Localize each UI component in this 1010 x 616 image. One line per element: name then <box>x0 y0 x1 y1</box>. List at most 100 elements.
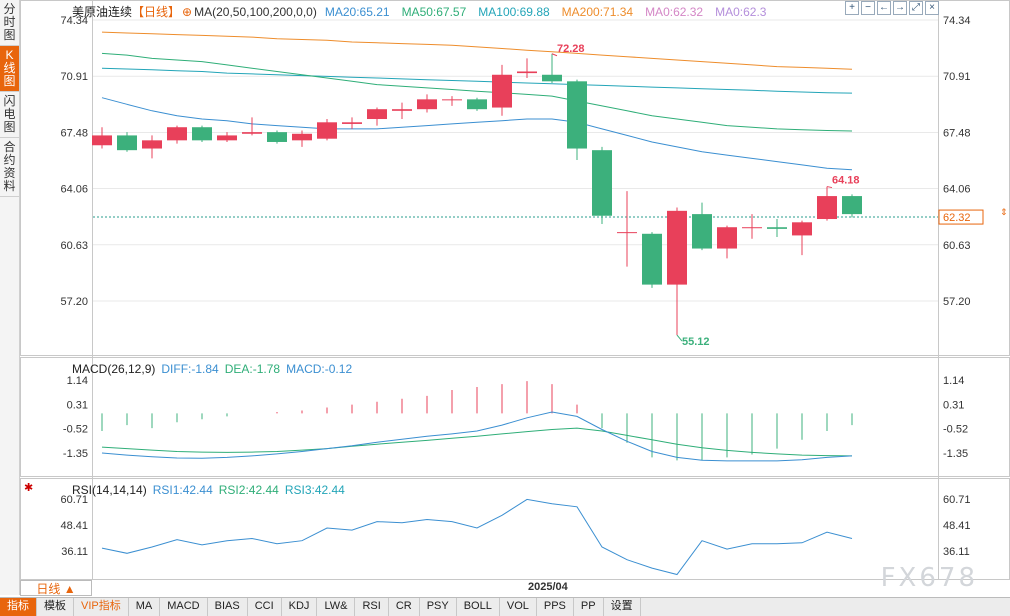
current-price-label: 62.32 <box>943 212 971 224</box>
candle-body <box>667 210 687 285</box>
macd-tick-right: -0.52 <box>943 424 968 436</box>
macd-tick-left: -0.52 <box>63 424 88 436</box>
period-selector-label: 日线 <box>36 582 61 596</box>
annotation-pointer <box>676 334 683 342</box>
macd-tick-left: 0.31 <box>67 399 88 411</box>
macd-header: MACD(26,12,9) DIFF:-1.84 DEA:-1.78 MACD:-0.… <box>72 362 358 376</box>
ma50-line <box>101 52 853 132</box>
plus-square-icon[interactable]: + <box>845 1 859 15</box>
indicator-tab-4[interactable]: MACD <box>160 598 208 616</box>
candle-body <box>92 135 112 146</box>
candles <box>92 53 862 336</box>
macd-tick-left: 1.14 <box>67 375 88 387</box>
candle-body <box>467 99 487 110</box>
rsi-header: RSI(14,14,14) RSI1:42.44 RSI2:42.44 RSI3:42… <box>72 483 351 497</box>
price-tick-right: 60.63 <box>943 240 971 252</box>
macd-diff: DIFF:-1.84 <box>161 362 219 376</box>
rsi-tick-right: 48.41 <box>943 520 971 532</box>
right-arrow-icon[interactable]: → <box>893 1 907 15</box>
price-tick-left: 70.91 <box>60 71 88 83</box>
indicator-tab-3[interactable]: MA <box>129 598 161 616</box>
indicator-tab-9[interactable]: RSI <box>355 598 389 616</box>
kline-chart: 74.34 74.34 70.91 70.91 67.48 67.48 64.06 64.06… <box>20 0 1010 580</box>
grid-lines <box>93 19 938 302</box>
candle-body <box>567 81 587 149</box>
indicator-tab-13[interactable]: VOL <box>500 598 537 616</box>
price-tick-left: 67.48 <box>60 127 88 139</box>
ma0b-value: MA0:62.3 <box>715 5 767 19</box>
candle-body <box>317 122 337 139</box>
rsi-tick-right: 36.11 <box>943 546 970 558</box>
price-tick-left: 57.20 <box>60 296 88 308</box>
period-selector[interactable]: 日线 ▲ <box>20 580 92 596</box>
main-header: 美原油连续【日线】 ⊕ MA(20,50,100,200,0,0) MA20:65.2… <box>72 3 772 20</box>
candle-body <box>767 227 787 229</box>
candle-body <box>292 133 312 141</box>
settings-gear-icon[interactable]: ✱ <box>24 482 34 494</box>
ma200-line <box>101 31 853 70</box>
ma50-value: MA50:67.57 <box>401 5 467 19</box>
current-price-marker: ⇕ <box>1000 207 1008 217</box>
indicator-tab-8[interactable]: LW& <box>317 598 356 616</box>
indicator-tab-7[interactable]: KDJ <box>282 598 318 616</box>
macd-tick-right: 0.31 <box>943 399 964 411</box>
candle-body <box>167 127 187 141</box>
indicator-tab-6[interactable]: CCI <box>248 598 282 616</box>
candle-body <box>817 196 837 220</box>
rsi-plot <box>101 498 853 576</box>
macd-tick-right: 1.14 <box>943 375 964 387</box>
tab-kline[interactable]: K线图 <box>0 46 19 92</box>
indicator-tab-11[interactable]: PSY <box>420 598 457 616</box>
rsi-tick-left: 60.71 <box>60 494 88 506</box>
rsi1-value: RSI1:42.44 <box>152 483 213 497</box>
candle-body <box>342 122 362 124</box>
rsi-line <box>101 498 853 576</box>
current-price-box <box>938 209 984 225</box>
candle-body <box>842 196 862 215</box>
axis-labels: 74.34 74.34 70.91 70.91 67.48 67.48 64.06 64.06… <box>60 15 1007 558</box>
indicator-tab-5[interactable]: BIAS <box>208 598 248 616</box>
candle-body <box>592 150 612 216</box>
price-tick-left: 74.34 <box>60 15 88 27</box>
candle-body <box>717 227 737 249</box>
minus-square-icon[interactable]: − <box>861 1 875 15</box>
tab-flash[interactable]: 闪电图 <box>0 92 19 138</box>
candle-body <box>142 140 162 149</box>
price-annotations: 72.28 55.12 64.18 <box>551 43 860 348</box>
indicator-tab-15[interactable]: PP <box>574 598 604 616</box>
indicator-tab-1[interactable]: 模板 <box>37 598 74 616</box>
tab-timeshare[interactable]: 分时图 <box>0 0 19 46</box>
expand-icon[interactable]: ⤢ <box>909 1 923 15</box>
price-tick-left: 64.06 <box>60 184 88 196</box>
price-annotation: 55.12 <box>682 336 710 348</box>
ma20-value: MA20:65.21 <box>324 5 390 19</box>
price-annotation: 64.18 <box>832 175 860 187</box>
close-square-icon[interactable]: × <box>925 1 939 15</box>
rsi-tick-right: 60.71 <box>943 494 971 506</box>
main-panel <box>20 0 1010 356</box>
candle-body <box>742 227 762 229</box>
rsi3-value: RSI3:42.44 <box>284 483 345 497</box>
add-indicator-icon[interactable]: ⊕ <box>182 5 193 19</box>
ma200-value: MA200:71.34 <box>561 5 634 19</box>
macd-value: MACD:-0.12 <box>286 362 353 376</box>
candle-body <box>217 135 237 141</box>
candle-body <box>517 71 537 74</box>
candle-body <box>542 74 562 82</box>
left-arrow-icon[interactable]: ← <box>877 1 891 15</box>
tab-contract-info[interactable]: 合约资料 <box>0 138 19 197</box>
indicator-tab-0[interactable]: 指标 <box>0 598 37 616</box>
rsi-tick-left: 36.11 <box>61 546 88 558</box>
indicator-tab-10[interactable]: CR <box>389 598 420 616</box>
indicator-tab-12[interactable]: BOLL <box>457 598 500 616</box>
candle-body <box>692 214 712 249</box>
candle-body <box>242 132 262 134</box>
indicator-tab-14[interactable]: PPS <box>537 598 574 616</box>
indicator-tab-2[interactable]: VIP指标 <box>74 598 129 616</box>
macd-tick-left: -1.35 <box>63 448 88 460</box>
annotation-pointer <box>551 53 558 57</box>
macd-dea-line <box>101 427 853 457</box>
macd-name: MACD(26,12,9) <box>72 362 156 376</box>
indicator-tab-16[interactable]: 设置 <box>604 598 641 616</box>
ma20-line <box>101 97 853 171</box>
